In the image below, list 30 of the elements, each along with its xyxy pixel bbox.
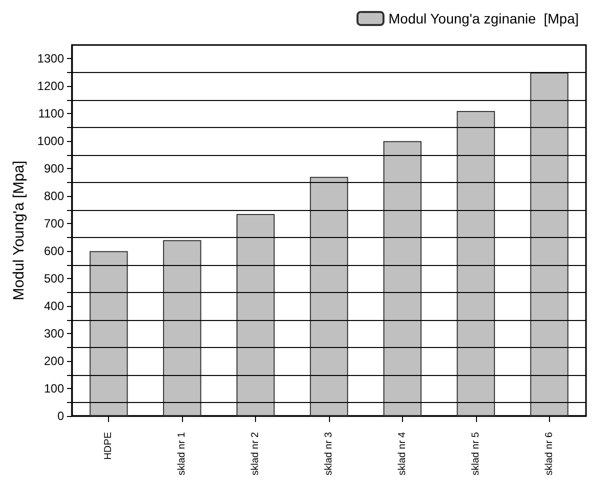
bar bbox=[163, 240, 202, 416]
x-tick-label: sklad nr 1 bbox=[176, 432, 188, 476]
y-tick-label: 400 bbox=[44, 299, 64, 314]
y-tick-label: 200 bbox=[44, 354, 64, 368]
y-tick-label: 500 bbox=[44, 272, 64, 286]
x-tick-label: sklad nr 6 bbox=[544, 432, 555, 476]
y-tick-label: 300 bbox=[44, 326, 64, 341]
y-tick-label: 100 bbox=[44, 382, 64, 396]
bar bbox=[310, 176, 348, 416]
y-tick-label: 900 bbox=[44, 162, 64, 176]
bar bbox=[530, 72, 568, 416]
y-tick-label: 1200 bbox=[37, 79, 64, 94]
y-tick-label: 0 bbox=[57, 409, 64, 423]
y-tick-label: 1300 bbox=[37, 52, 64, 66]
y-tick-label: 1100 bbox=[38, 106, 64, 121]
bar bbox=[90, 251, 128, 416]
y-tick-label: 600 bbox=[44, 244, 64, 258]
y-tick-label: 800 bbox=[44, 189, 64, 204]
x-tick-label: sklad nr 4 bbox=[396, 432, 408, 476]
y-axis-title: Modul Young'a [Mpa] bbox=[10, 160, 28, 300]
x-tick-label: sklad nr 2 bbox=[250, 432, 262, 476]
x-tick-label: sklad nr 5 bbox=[470, 432, 482, 476]
bar bbox=[383, 141, 422, 416]
y-tick-label: 700 bbox=[44, 216, 64, 231]
legend-label: Modul Young'a zginanie [Mpa] bbox=[388, 10, 579, 26]
bar bbox=[236, 214, 275, 416]
x-tick-label: sklad nr 3 bbox=[324, 432, 334, 476]
y-tick-label: 1000 bbox=[37, 134, 64, 148]
bar bbox=[456, 110, 495, 416]
x-tick-label: HDPE bbox=[103, 432, 114, 460]
